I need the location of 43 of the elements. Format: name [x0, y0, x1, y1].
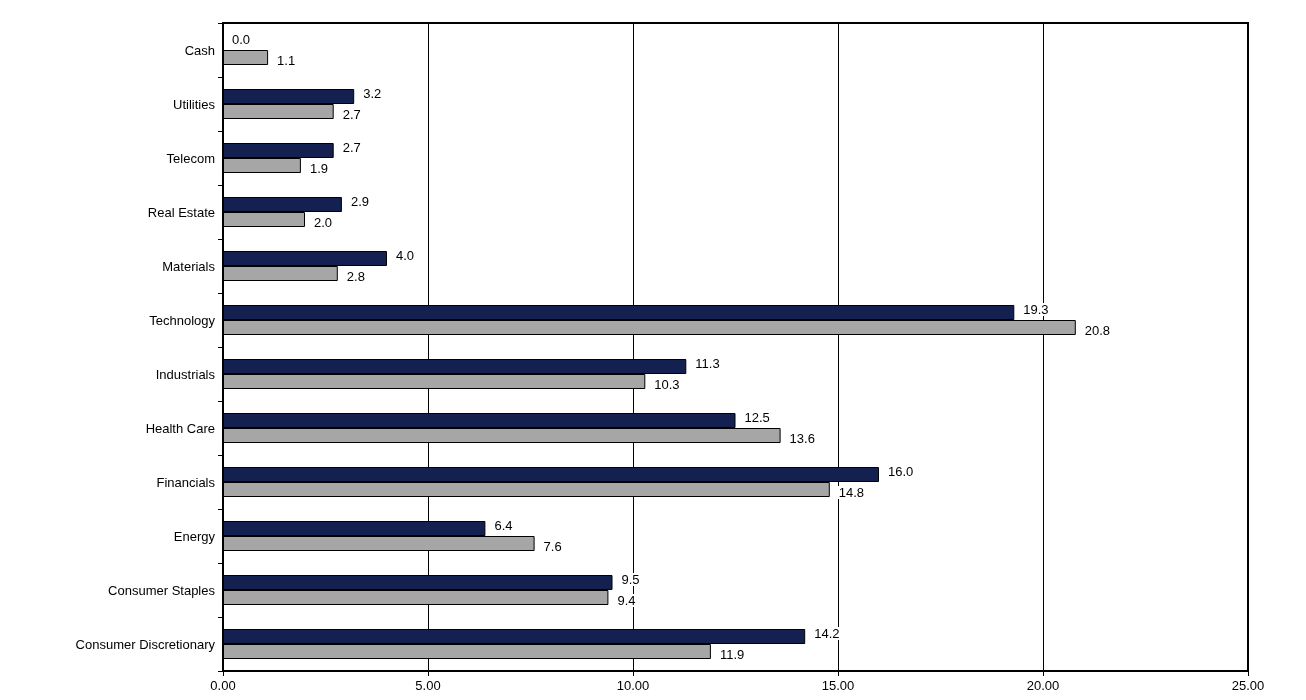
data-label: 2.8 — [346, 269, 365, 284]
data-label: 1.1 — [277, 53, 296, 68]
data-label: 7.6 — [543, 539, 562, 554]
y-tick-label: Consumer Staples — [108, 582, 216, 598]
y-tick-label: Cash — [184, 42, 215, 58]
data-label: 0.0 — [232, 32, 251, 47]
x-tick-label: 25.00 — [1231, 678, 1265, 693]
x-tick-label: 5.00 — [415, 678, 441, 693]
data-label: 2.7 — [342, 140, 361, 155]
data-label: 11.3 — [695, 356, 720, 371]
y-tick-label: Telecom — [166, 150, 215, 166]
y-tick-label: Health Care — [145, 420, 215, 436]
data-label: 12.5 — [744, 410, 770, 425]
data-label: 9.5 — [621, 572, 640, 587]
data-label: 2.9 — [350, 194, 369, 209]
y-tick-label: Utilities — [173, 96, 216, 112]
x-tick-label: 0.00 — [210, 678, 236, 693]
data-label: 1.9 — [309, 161, 328, 176]
data-label: 11.9 — [719, 647, 745, 662]
data-label: 3.2 — [363, 86, 382, 101]
data-label: 2.7 — [342, 107, 361, 122]
x-tick-label: 20.00 — [1026, 678, 1060, 693]
data-label: 14.8 — [838, 485, 865, 500]
data-label: 4.0 — [396, 248, 415, 263]
bar — [223, 50, 269, 65]
x-tick-label: 10.00 — [616, 678, 650, 693]
data-label: 2.0 — [314, 215, 333, 230]
y-tick-label: Real Estate — [147, 204, 215, 220]
y-tick-label: Financials — [156, 474, 216, 490]
y-tick-label: Consumer Discretionary — [75, 636, 216, 652]
data-label: 6.4 — [494, 518, 513, 533]
data-label: 19.3 — [1023, 302, 1049, 317]
data-label: 13.6 — [789, 431, 815, 446]
y-tick-label: Materials — [162, 258, 216, 274]
y-tick-label: Energy — [173, 528, 216, 544]
x-tick-label: 15.00 — [821, 678, 855, 693]
y-tick-label: Industrials — [155, 366, 216, 382]
data-label: 9.4 — [617, 593, 636, 608]
y-tick-label: Technology — [149, 312, 216, 328]
data-label: 20.8 — [1084, 323, 1111, 338]
data-label: 10.3 — [654, 377, 680, 392]
data-label: 14.2 — [814, 626, 840, 641]
data-label: 16.0 — [888, 464, 914, 479]
